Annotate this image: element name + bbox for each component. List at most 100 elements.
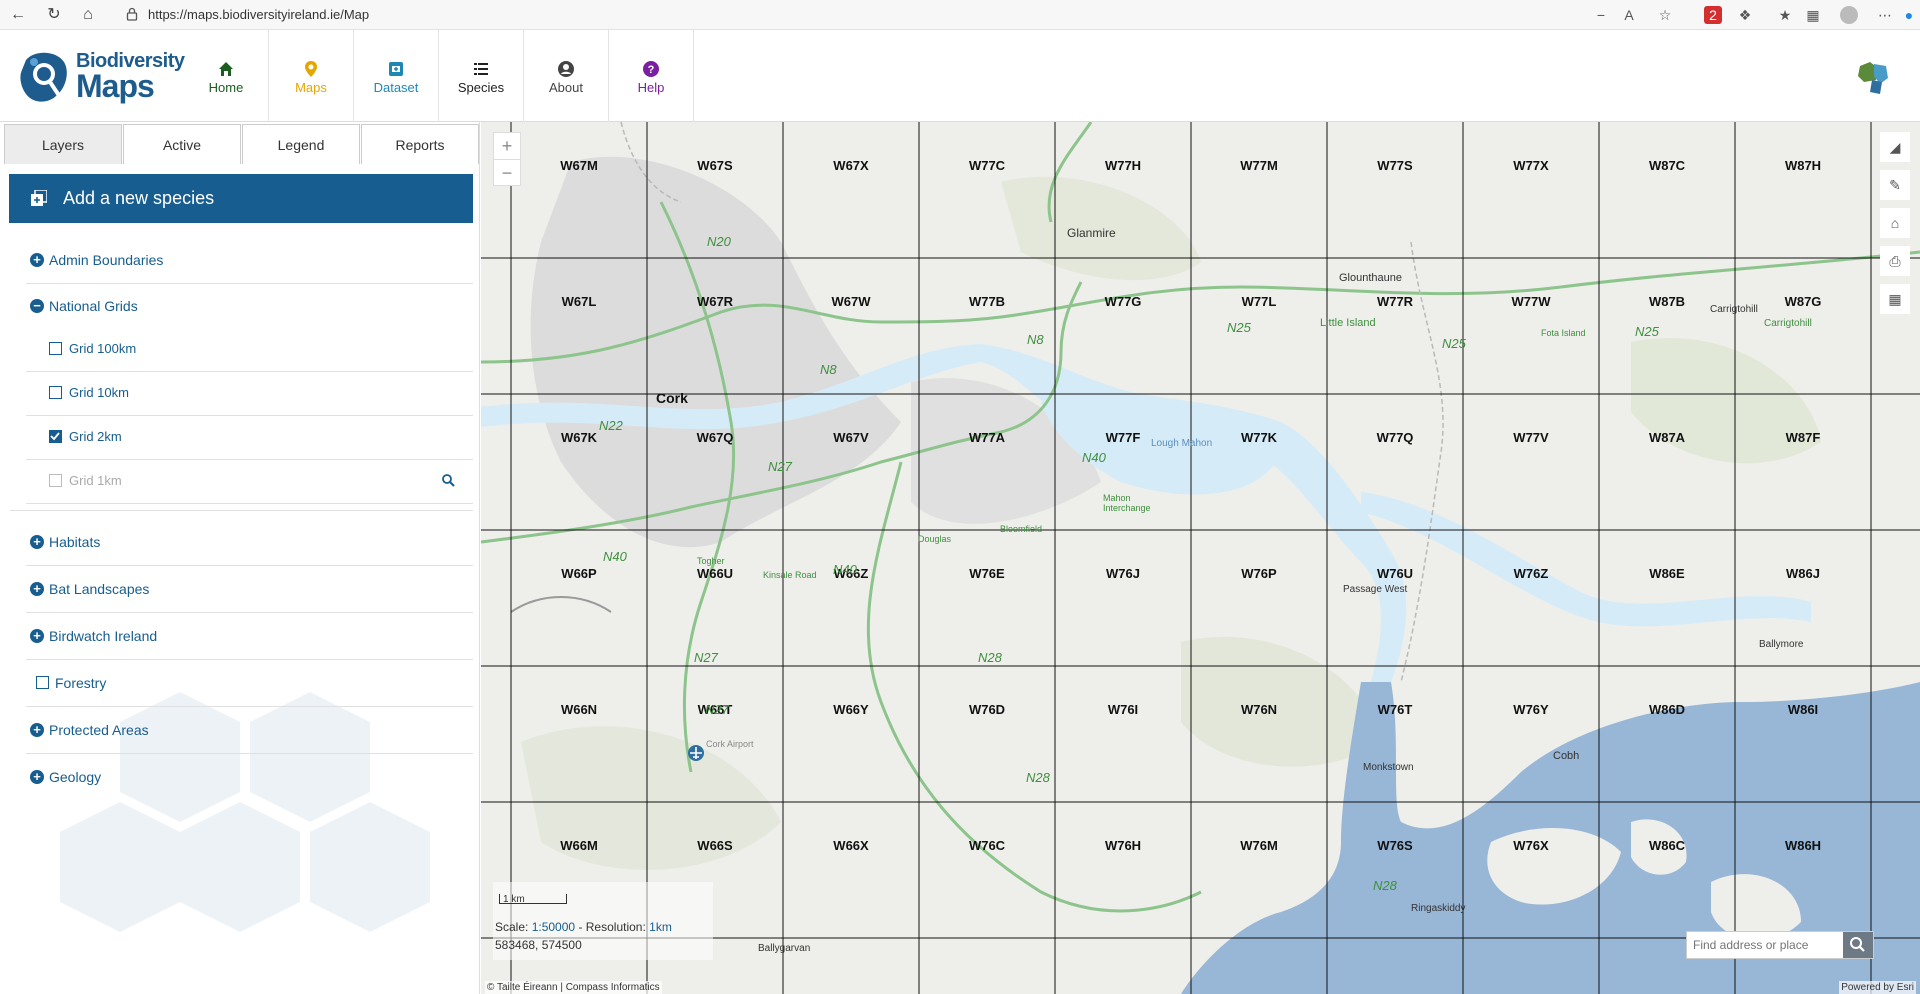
layer-grid-100km[interactable]: Grid 100km [26,328,473,372]
road-label: N40 [833,562,857,577]
place-ringaskiddy: Ringaskiddy [1411,903,1466,914]
search-input[interactable] [1687,932,1845,958]
road-label: N28 [1026,770,1050,785]
grid-cell-label: W66N [560,702,598,717]
grid-cell-label: W87B [1648,294,1686,309]
road-label: N28 [978,650,1002,665]
reload-icon[interactable]: ↻ [47,6,61,23]
add-species-button[interactable]: Add a new species [9,174,473,223]
extension-icon[interactable]: 2 [1704,6,1722,24]
map-attribution: © Tailte Éireann | Compass Informatics [485,981,662,994]
layer-grid-10km[interactable]: Grid 10km [26,372,473,416]
favorites-icon[interactable]: ★ [1778,7,1792,23]
add-species-label: Add a new species [63,188,215,208]
expand-plus-icon[interactable]: + [30,629,44,643]
nav-species[interactable]: Species [439,30,524,122]
layer-forestry[interactable]: Forestry [26,661,473,707]
collections-icon[interactable]: ▦ [1806,7,1820,23]
home-extent-icon[interactable]: ⌂ [1880,208,1910,238]
powered-by-esri[interactable]: Powered by Esri [1839,981,1916,994]
profile-avatar-icon[interactable] [1840,6,1858,24]
resolution-value-link[interactable]: 1km [649,920,672,934]
layer-bat-landscapes[interactable]: + Bat Landscapes [26,567,473,613]
grid-cell-label: W86D [1648,702,1686,717]
grid-cell-label: W77S [1377,158,1413,173]
grid-cell-label: W67V [833,430,869,445]
expand-plus-icon[interactable]: + [30,535,44,549]
layer-grid-1km[interactable]: Grid 1km [26,460,473,504]
grid-cell-label: W77V [1513,430,1549,445]
tab-legend[interactable]: Legend [242,124,360,164]
grid-cell-label: W77L [1241,294,1277,309]
search-button[interactable] [1843,932,1873,958]
extension-badge: 2 [1709,7,1717,23]
grid-cell-label: W87C [1648,158,1686,173]
tab-reports[interactable]: Reports [361,124,479,164]
road-label: N8 [820,362,837,377]
layer-label: Grid 2km [69,429,122,444]
nav-home[interactable]: Home [184,30,269,122]
place-bloomfield: Bloomfield [1000,524,1043,534]
expand-plus-icon[interactable]: + [30,582,44,596]
layer-birdwatch-ireland[interactable]: + Birdwatch Ireland [26,614,473,660]
tab-layers[interactable]: Layers [4,124,122,164]
home-browser-icon[interactable]: ⌂ [83,6,93,23]
map-view[interactable]: W67M W67S W67X W77C W77H W77M W77S W77X W87C W87H… [481,122,1920,994]
zoom-control: + − [493,132,521,186]
layer-habitats[interactable]: + Habitats [26,520,473,566]
layer-protected-areas[interactable]: + Protected Areas [26,708,473,754]
grid-cell-label: W77W [1511,294,1551,309]
grid-1km-checkbox[interactable] [49,474,62,487]
nav-maps[interactable]: Maps [269,30,354,122]
grid-cell-label: W67K [560,430,598,445]
layer-admin-boundaries[interactable]: + Admin Boundaries [26,238,473,284]
copilot-icon[interactable]: ● [1904,7,1914,23]
grid-cell-label: W66Y [833,702,869,717]
expand-plus-icon[interactable]: + [30,723,44,737]
dataset-icon [389,62,403,76]
expand-plus-icon[interactable]: + [30,770,44,784]
grid-2km-checkbox[interactable] [49,430,62,443]
layer-grid-2km[interactable]: Grid 2km [26,416,473,460]
back-icon[interactable]: ← [10,6,26,23]
address-bar[interactable]: https://maps.biodiversityireland.ie/Map [118,4,1588,26]
lock-icon [126,7,138,21]
measure-tool-icon[interactable]: ◢ [1880,132,1910,162]
zoom-in-button[interactable]: + [501,136,513,156]
zoom-out-button[interactable]: − [494,159,520,185]
nav-help[interactable]: ? Help [609,30,694,122]
map-toolbar: ◢ ✎ ⌂ ⎙ ▦ [1880,132,1912,322]
partner-logo-icon[interactable] [1852,58,1892,98]
collapse-minus-icon[interactable]: − [30,299,44,313]
favorite-star-icon[interactable]: ☆ [1658,7,1672,23]
road-label: N22 [599,418,623,433]
biodiversity-maps-logo[interactable]: Biodiversity Maps [16,48,185,108]
layer-national-grids[interactable]: − National Grids [26,284,473,330]
grid-10km-checkbox[interactable] [49,386,62,399]
grid-100km-checkbox[interactable] [49,342,62,355]
zoom-out-icon[interactable]: − [1596,7,1606,23]
basemap-gallery-icon[interactable]: ▦ [1880,284,1910,314]
draw-tool-icon[interactable]: ✎ [1880,170,1910,200]
tab-active[interactable]: Active [123,124,241,164]
nav-dataset[interactable]: Dataset [354,30,439,122]
place-carrigtohill-2: Carrigtohill [1764,318,1812,329]
nav-about[interactable]: About [524,30,609,122]
forestry-checkbox[interactable] [36,676,49,689]
grid-cell-label: W86H [1784,838,1822,853]
print-icon[interactable]: ⎙ [1880,246,1910,276]
extensions-puzzle-icon[interactable]: ❖ [1738,7,1752,23]
layer-label: National Grids [49,298,138,314]
grid-cell-label: W66T [697,702,733,717]
nav-about-label: About [549,80,583,95]
more-menu-icon[interactable]: ⋯ [1878,7,1892,23]
list-icon [474,63,488,75]
grid-cell-label: W76E [969,566,1005,581]
grid-cell-label: W87H [1784,158,1822,173]
read-aloud-icon[interactable]: A [1624,7,1634,23]
grid-cell-label: W76J [1106,566,1140,581]
search-icon[interactable] [441,473,455,487]
expand-plus-icon[interactable]: + [30,253,44,267]
layer-geology[interactable]: + Geology [26,755,473,801]
scale-value-link[interactable]: 1:50000 [531,920,576,934]
